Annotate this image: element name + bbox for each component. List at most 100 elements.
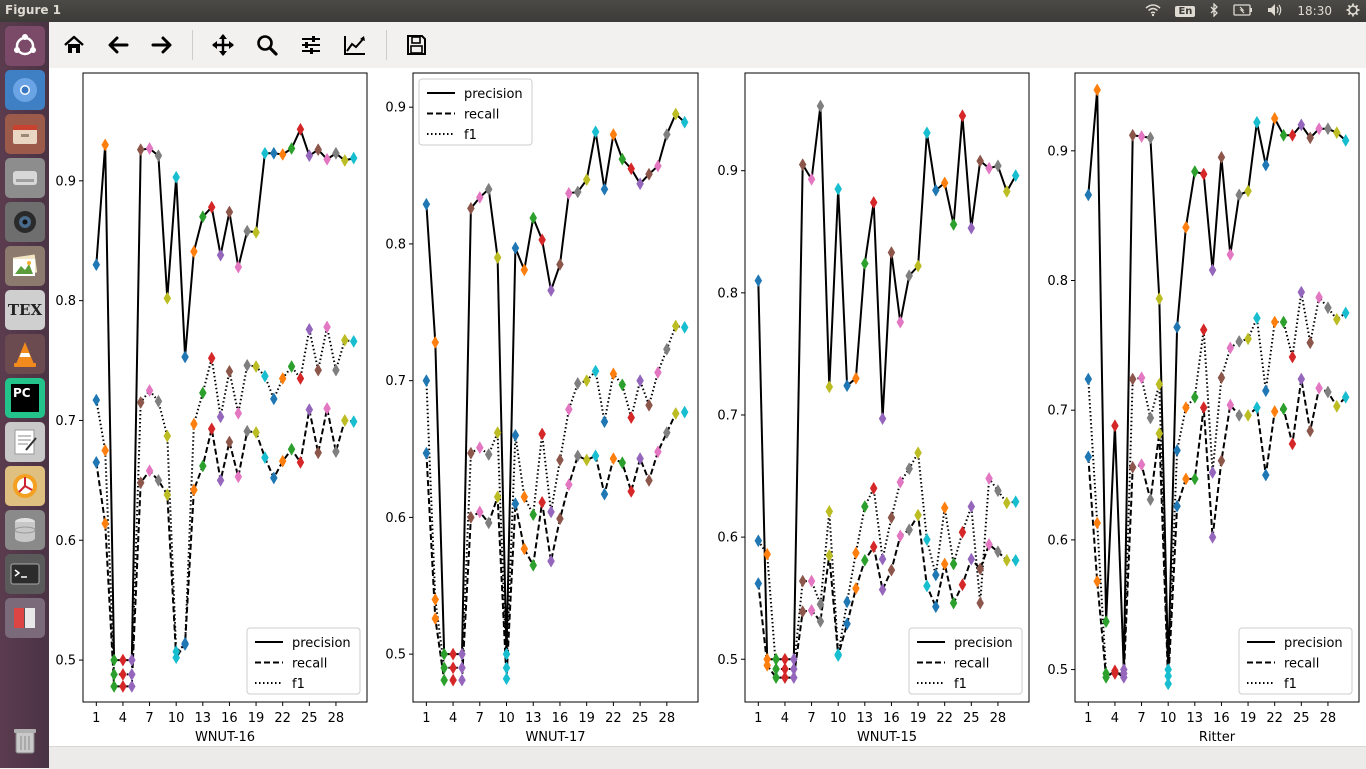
- edit-axes-icon[interactable]: [340, 30, 370, 60]
- data-point-precision: [887, 246, 896, 260]
- data-point-recall: [1324, 385, 1332, 399]
- y-tick-label: 0.9: [717, 164, 738, 179]
- data-point-f1: [636, 374, 644, 388]
- data-point-f1: [431, 592, 440, 606]
- forward-icon[interactable]: [147, 30, 177, 60]
- back-icon[interactable]: [103, 30, 133, 60]
- data-point-precision: [1093, 83, 1101, 97]
- x-tick-label: 19: [248, 711, 265, 726]
- data-point-precision: [136, 143, 145, 157]
- wifi-icon[interactable]: [1145, 3, 1161, 20]
- bluetooth-icon[interactable]: [1209, 1, 1219, 20]
- pycharm-icon[interactable]: PC: [5, 378, 45, 418]
- texmaker-icon[interactable]: TEX: [5, 290, 45, 330]
- data-point-precision: [825, 380, 834, 394]
- data-point-precision: [976, 154, 984, 168]
- data-point-precision: [618, 152, 627, 166]
- zoom-icon[interactable]: [252, 30, 282, 60]
- data-point-f1: [305, 322, 314, 336]
- data-point-recall: [278, 454, 287, 468]
- disk-icon[interactable]: [5, 158, 45, 198]
- data-point-f1: [1146, 411, 1155, 425]
- chromium-icon[interactable]: [5, 70, 45, 110]
- data-point-recall: [1137, 458, 1146, 472]
- data-point-precision: [680, 115, 689, 129]
- vlc-icon[interactable]: [5, 334, 45, 374]
- data-point-precision: [636, 177, 644, 191]
- data-point-f1: [1084, 372, 1093, 386]
- home-icon[interactable]: [59, 30, 89, 60]
- legend-frame: [1238, 627, 1353, 695]
- data-point-precision: [296, 122, 305, 136]
- data-point-recall: [1199, 401, 1208, 415]
- data-point-precision: [1199, 167, 1208, 181]
- volume-icon[interactable]: [1267, 3, 1283, 20]
- data-point-f1: [887, 511, 896, 525]
- data-point-precision: [663, 128, 671, 142]
- data-point-precision: [119, 653, 127, 667]
- data-point-f1: [172, 645, 180, 659]
- pan-icon[interactable]: [208, 30, 238, 60]
- data-point-precision: [914, 259, 922, 273]
- reader-icon[interactable]: [5, 598, 45, 638]
- image-viewer-icon[interactable]: [5, 246, 45, 286]
- clock[interactable]: 18:30: [1297, 4, 1332, 18]
- data-point-f1: [181, 637, 189, 651]
- data-point-f1: [261, 369, 269, 383]
- battery-icon[interactable]: [1233, 3, 1253, 19]
- data-point-f1: [1111, 666, 1119, 680]
- data-point-precision: [869, 195, 878, 209]
- x-tick-label: 19: [578, 711, 595, 726]
- data-point-precision: [458, 647, 466, 661]
- x-tick-label: 25: [632, 711, 649, 726]
- y-tick-label: 0.5: [55, 654, 76, 669]
- data-point-recall: [270, 471, 278, 485]
- rhythmbox-icon[interactable]: [5, 466, 45, 506]
- data-point-precision: [798, 158, 807, 172]
- data-point-recall: [349, 415, 358, 429]
- x-tick-label: 7: [145, 711, 153, 726]
- text-editor-icon[interactable]: [5, 422, 45, 462]
- data-point-precision: [323, 152, 331, 166]
- data-point-precision: [852, 371, 860, 385]
- camera-icon[interactable]: [5, 202, 45, 242]
- x-axis-label: Ritter: [1199, 730, 1236, 745]
- data-point-f1: [825, 504, 834, 518]
- data-point-f1: [341, 333, 349, 347]
- keyboard-layout-indicator[interactable]: En: [1175, 5, 1196, 17]
- ubuntu-logo-icon[interactable]: [5, 26, 45, 66]
- file-manager-icon[interactable]: [5, 114, 45, 154]
- terminal-icon[interactable]: [5, 554, 45, 594]
- x-tick-label: 16: [221, 711, 238, 726]
- subplots-icon[interactable]: [296, 30, 326, 60]
- data-point-f1: [923, 533, 931, 547]
- data-point-recall: [573, 449, 582, 463]
- data-point-precision: [476, 190, 484, 204]
- data-point-precision: [609, 128, 618, 142]
- data-point-precision: [163, 291, 172, 305]
- settings-gear-icon[interactable]: [1346, 3, 1360, 20]
- data-point-recall: [440, 673, 448, 687]
- data-point-recall: [449, 673, 457, 687]
- data-point-f1: [502, 661, 511, 675]
- data-point-precision: [145, 141, 154, 155]
- data-point-precision: [923, 126, 931, 140]
- database-icon[interactable]: [5, 510, 45, 550]
- data-point-precision: [591, 125, 600, 139]
- data-point-recall: [207, 422, 216, 436]
- data-point-recall: [1182, 472, 1190, 486]
- data-point-f1: [1341, 306, 1350, 320]
- data-point-f1: [905, 462, 913, 476]
- trash-icon[interactable]: [5, 720, 45, 760]
- data-point-f1: [1208, 465, 1217, 479]
- data-point-f1: [287, 360, 296, 374]
- data-point-precision: [1279, 128, 1288, 142]
- data-point-recall: [914, 508, 922, 522]
- data-point-recall: [1253, 401, 1261, 415]
- figure-canvas[interactable]: 0.5 0.6 0.7 0.8 0.9 1 4 7 10 13 16 19 22 25 28 WNUT-16 p…: [49, 68, 1366, 746]
- data-point-f1: [493, 426, 502, 440]
- data-point-recall: [627, 484, 635, 498]
- data-point-recall: [1288, 437, 1297, 451]
- data-point-f1: [207, 351, 216, 365]
- save-icon[interactable]: [401, 30, 431, 60]
